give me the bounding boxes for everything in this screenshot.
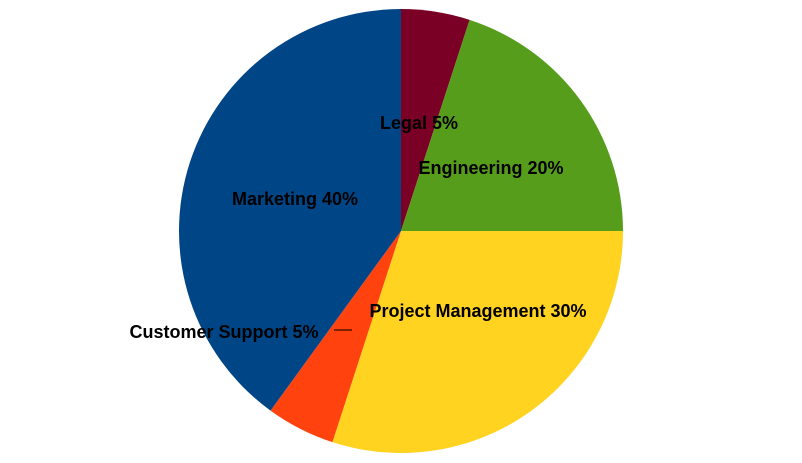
pie-slices xyxy=(179,9,623,453)
pie-slice-project-management xyxy=(332,231,623,453)
pie-labels: Legal 5% Engineering 20% Project Managem… xyxy=(129,113,586,342)
slice-label-marketing: Marketing 40% xyxy=(232,189,358,209)
slice-label-project-management: Project Management 30% xyxy=(369,301,586,321)
pie-slice-engineering xyxy=(401,19,623,232)
pie-slice-customer-support xyxy=(270,231,401,443)
slice-label-customer-support: Customer Support 5% xyxy=(129,322,318,342)
pie-slice-legal xyxy=(401,9,470,231)
slice-label-legal: Legal 5% xyxy=(380,113,458,133)
slice-label-engineering: Engineering 20% xyxy=(418,158,563,178)
pie-slice-marketing xyxy=(179,9,401,411)
